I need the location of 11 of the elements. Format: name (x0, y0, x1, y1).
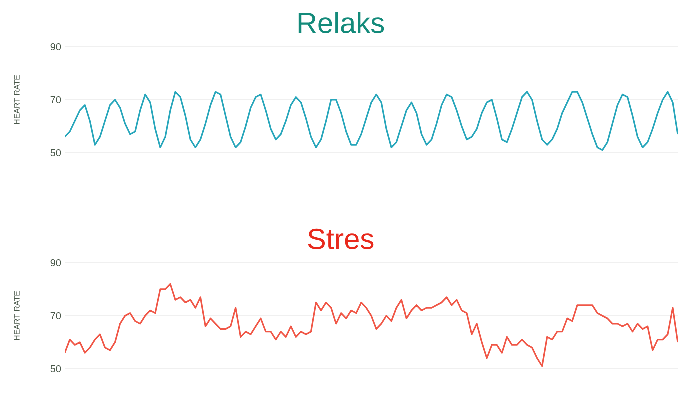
y-tick-label: 90 (50, 259, 62, 267)
chart-title: Relaks (298, 12, 384, 34)
y-axis-title: HEART RATE (14, 291, 20, 340)
y-axis-title: HEART RATE (14, 75, 20, 124)
y-tick-label: 50 (50, 149, 62, 157)
chart-title: Stres (308, 228, 374, 250)
y-tick-label: 70 (50, 96, 62, 104)
y-tick-label: 90 (50, 43, 62, 51)
y-tick-label: 70 (50, 312, 62, 320)
line-series (65, 91, 678, 152)
y-tick-label: 50 (50, 365, 62, 373)
